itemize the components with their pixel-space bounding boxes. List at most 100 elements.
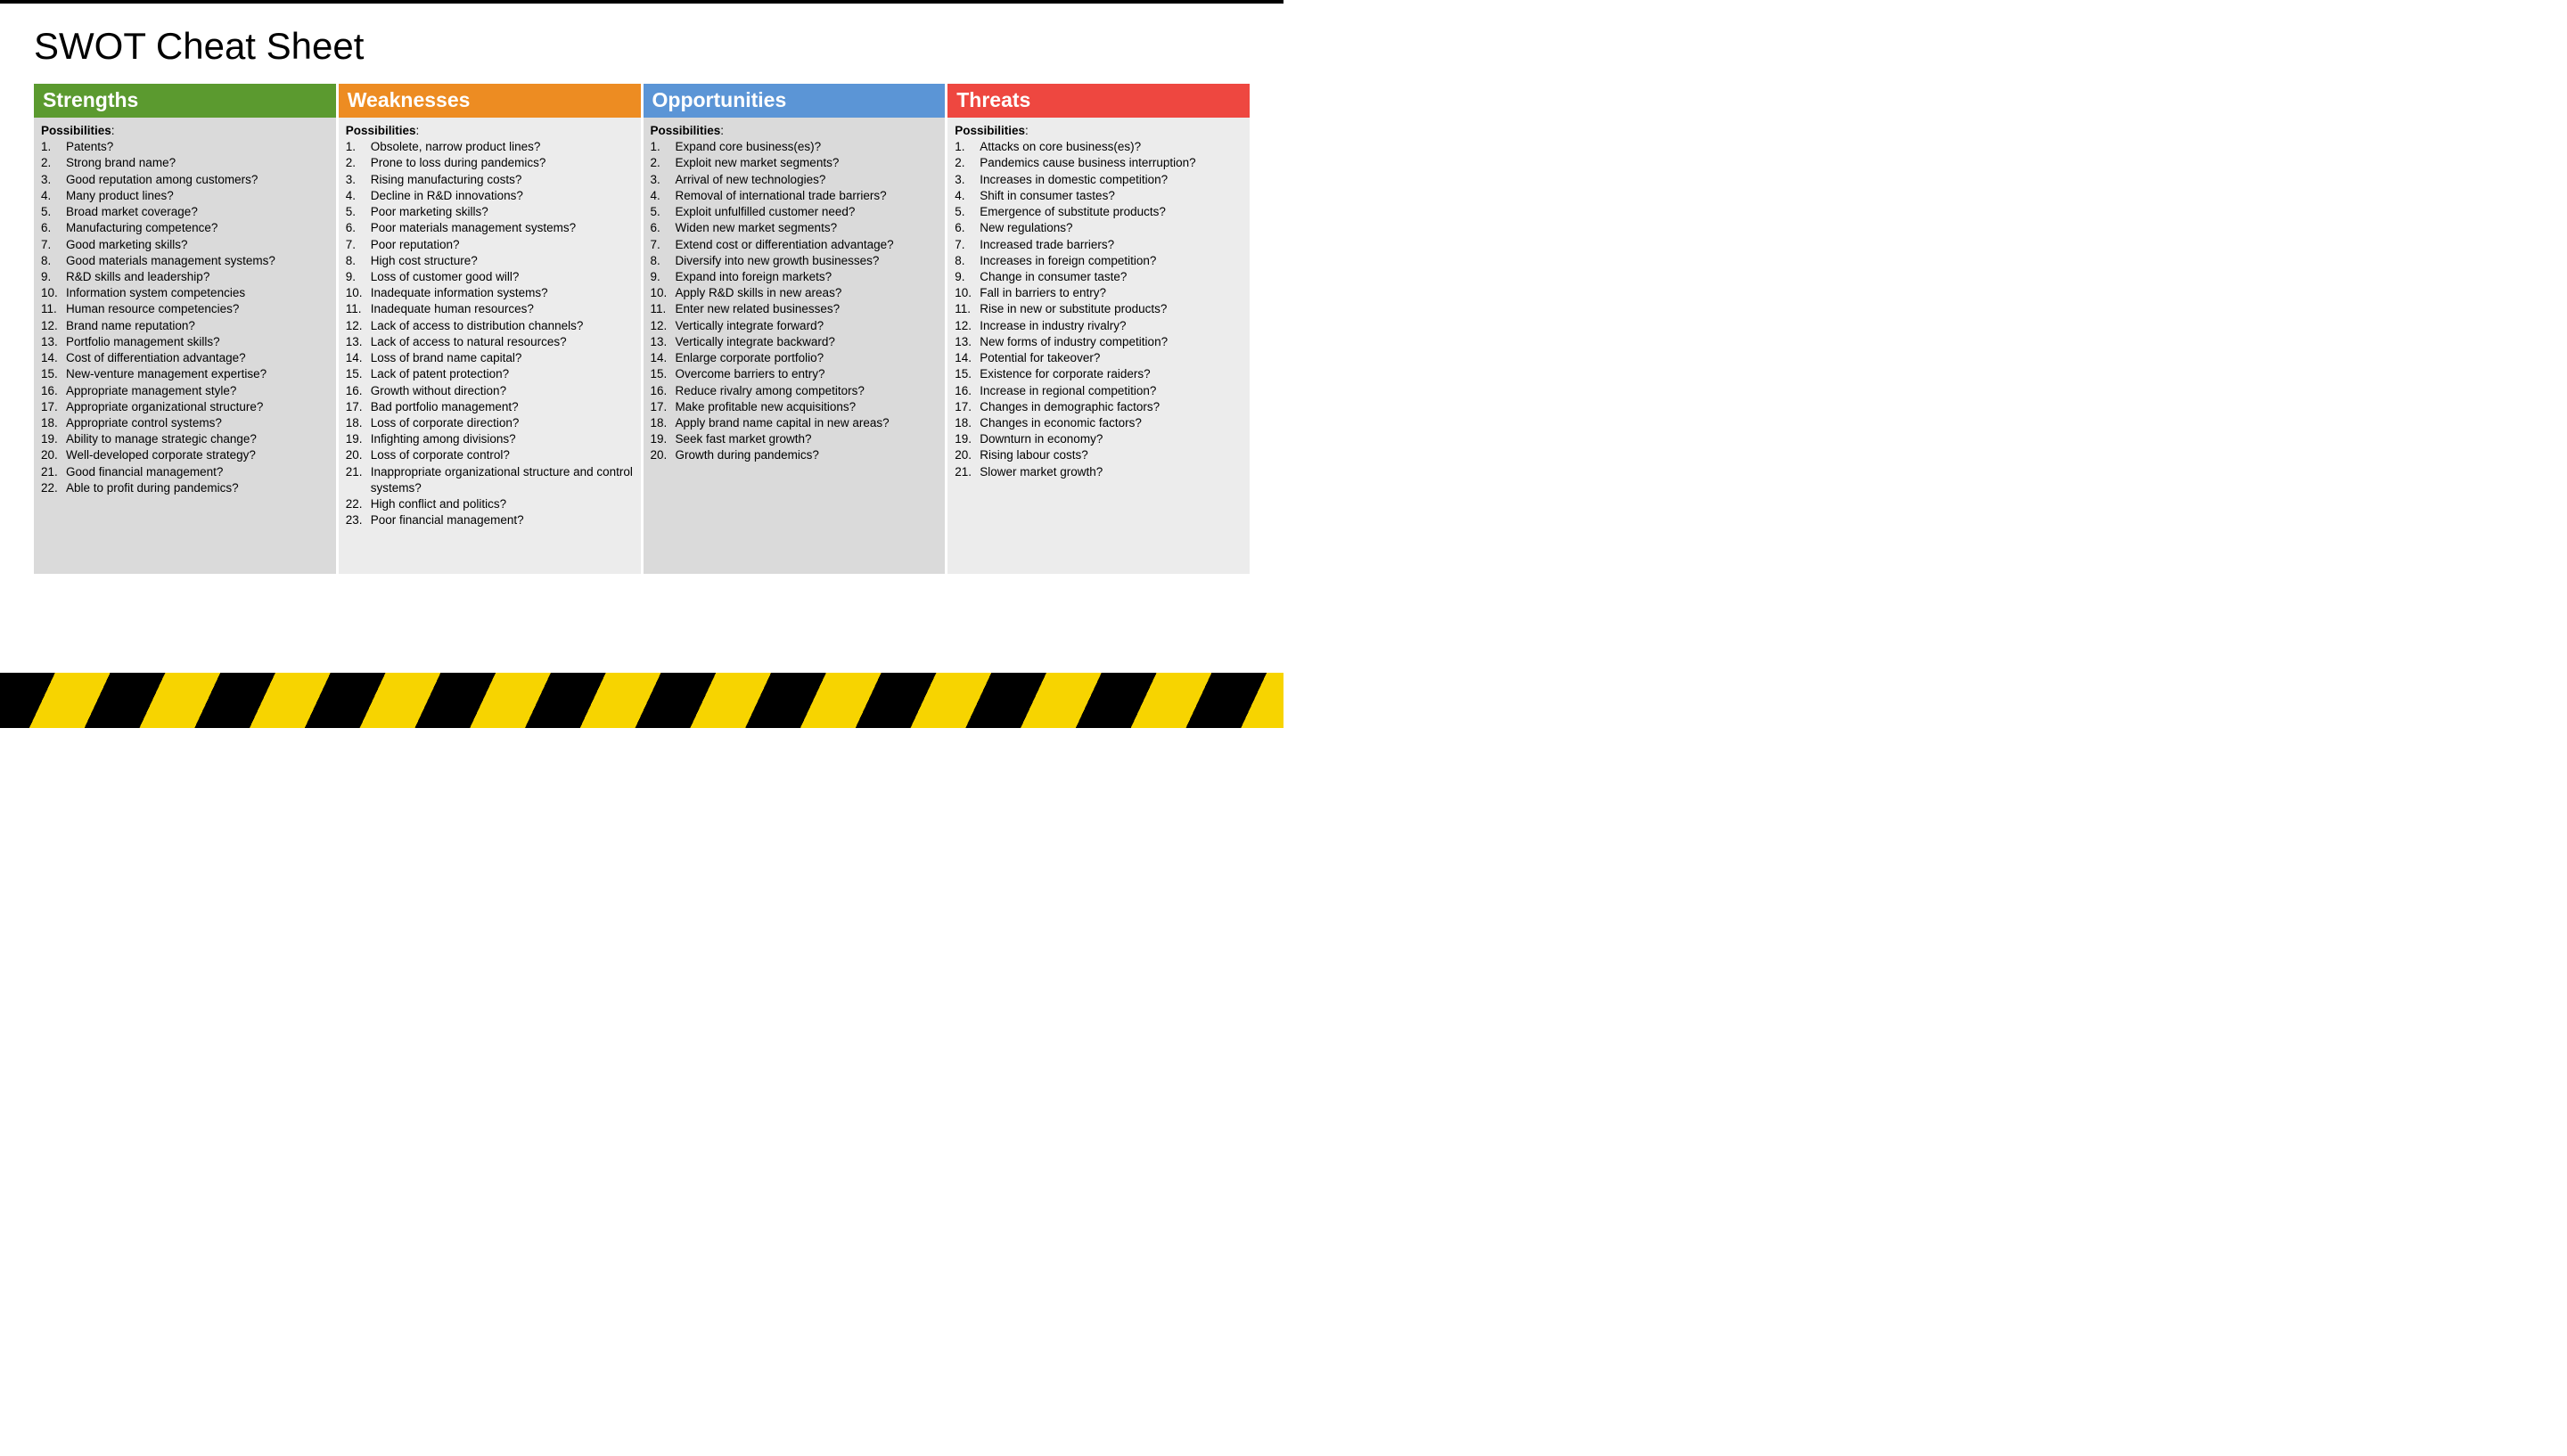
list-item: Existence for corporate raiders? — [955, 366, 1242, 382]
list-item: Obsolete, narrow product lines? — [346, 139, 634, 155]
list-item: Increase in regional competition? — [955, 383, 1242, 399]
possibilities-label: Possibilities — [955, 124, 1025, 137]
colon: : — [720, 124, 724, 137]
list-item: Exploit new market segments? — [651, 155, 939, 171]
list-item: Lack of access to natural resources? — [346, 334, 634, 350]
list-item: Vertically integrate forward? — [651, 318, 939, 334]
list-item: Increases in domestic competition? — [955, 172, 1242, 188]
list-item: Loss of corporate direction? — [346, 415, 634, 431]
list-item: Expand core business(es)? — [651, 139, 939, 155]
list-item: Slower market growth? — [955, 464, 1242, 480]
possibilities-label: Possibilities — [651, 124, 721, 137]
list-item: Poor marketing skills? — [346, 204, 634, 220]
list-item: Inadequate information systems? — [346, 285, 634, 301]
list-item: R&D skills and leadership? — [41, 269, 329, 285]
list-item: Poor financial management? — [346, 512, 634, 528]
list-item: Arrival of new technologies? — [651, 172, 939, 188]
list-item: Growth during pandemics? — [651, 447, 939, 463]
column-body-strengths: Possibilities: Patents?Strong brand name?… — [34, 118, 336, 574]
column-header-strengths: Strengths — [34, 84, 336, 118]
list-item: Lack of patent protection? — [346, 366, 634, 382]
list-item: Able to profit during pandemics? — [41, 480, 329, 496]
list-item: Potential for takeover? — [955, 350, 1242, 366]
possibilities-list-weaknesses: Obsolete, narrow product lines?Prone to … — [346, 139, 634, 528]
list-item: Rising manufacturing costs? — [346, 172, 634, 188]
list-item: Good reputation among customers? — [41, 172, 329, 188]
colon: : — [111, 124, 115, 137]
list-item: Enter new related businesses? — [651, 301, 939, 317]
swot-column-threats: Threats Possibilities: Attacks on core bus… — [947, 84, 1250, 574]
list-item: Extend cost or differentiation advantage… — [651, 237, 939, 253]
list-item: Apply R&D skills in new areas? — [651, 285, 939, 301]
column-body-opportunities: Possibilities:Expand core business(es)?E… — [644, 118, 946, 574]
column-header-opportunities: Opportunities — [644, 84, 946, 118]
possibilities-list-strengths: Patents?Strong brand name?Good reputatio… — [41, 139, 329, 496]
list-item: Inadequate human resources? — [346, 301, 634, 317]
list-item: Lack of access to distribution channels? — [346, 318, 634, 334]
column-header-threats: Threats — [947, 84, 1250, 118]
swot-column-opportunities: Opportunities Possibilities: Expand core b… — [644, 84, 946, 574]
column-header-weaknesses: Weaknesses — [339, 84, 641, 118]
possibilities-list-threats: Attacks on core business(es)?Pandemics c… — [955, 139, 1242, 480]
colon: : — [1025, 124, 1029, 137]
list-item: Prone to loss during pandemics? — [346, 155, 634, 171]
swot-grid: Strengths Possibilities: Patents?Strong br… — [34, 84, 1250, 574]
list-item: Good financial management? — [41, 464, 329, 480]
list-item: Rising labour costs? — [955, 447, 1242, 463]
column-body-threats: Possibilities: Attacks on core business(e… — [947, 118, 1250, 574]
list-item: Loss of customer good will? — [346, 269, 634, 285]
list-item: Cost of differentiation advantage? — [41, 350, 329, 366]
list-item: Infighting among divisions? — [346, 431, 634, 447]
list-item: Well-developed corporate strategy? — [41, 447, 329, 463]
list-item: Diversify into new growth businesses? — [651, 253, 939, 269]
list-item: Decline in R&D innovations? — [346, 188, 634, 204]
list-item: Make profitable new acquisitions? — [651, 399, 939, 415]
list-item: High conflict and politics? — [346, 496, 634, 512]
list-item: Rise in new or substitute products? — [955, 301, 1242, 317]
list-item: Increase in industry rivalry? — [955, 318, 1242, 334]
possibilities-list-opportunities: Expand core business(es)?Exploit new mar… — [651, 139, 939, 463]
slide-content: SWOT Cheat Sheet StrengthsPossibilities:… — [0, 4, 1284, 574]
page-title: SWOT Cheat Sheet — [34, 25, 1250, 68]
list-item: Apply brand name capital in new areas? — [651, 415, 939, 431]
list-item: Poor reputation? — [346, 237, 634, 253]
list-item: Appropriate management style? — [41, 383, 329, 399]
list-item: Attacks on core business(es)? — [955, 139, 1242, 155]
list-item: Shift in consumer tastes? — [955, 188, 1242, 204]
list-item: New regulations? — [955, 220, 1242, 236]
colon: : — [416, 124, 420, 137]
list-item: Increased trade barriers? — [955, 237, 1242, 253]
column-body-weaknesses: Possibilities: Obsolete, narrow product l… — [339, 118, 641, 574]
list-item: Inappropriate organizational structure a… — [346, 464, 634, 496]
list-item: Enlarge corporate portfolio? — [651, 350, 939, 366]
hazard-stripe — [0, 673, 1284, 728]
list-item: Removal of international trade barriers? — [651, 188, 939, 204]
list-item: Change in consumer taste? — [955, 269, 1242, 285]
list-item: Emergence of substitute products? — [955, 204, 1242, 220]
list-item: Growth without direction? — [346, 383, 634, 399]
list-item: Exploit unfulfilled customer need? — [651, 204, 939, 220]
list-item: High cost structure? — [346, 253, 634, 269]
list-item: Bad portfolio management? — [346, 399, 634, 415]
list-item: Vertically integrate backward? — [651, 334, 939, 350]
swot-column-strengths: Strengths Possibilities: Patents?Strong br… — [34, 84, 336, 574]
list-item: Fall in barriers to entry? — [955, 285, 1242, 301]
list-item: Manufacturing competence? — [41, 220, 329, 236]
list-item: Reduce rivalry among competitors? — [651, 383, 939, 399]
list-item: Widen new market segments? — [651, 220, 939, 236]
list-item: Appropriate control systems? — [41, 415, 329, 431]
list-item: New-venture management expertise? — [41, 366, 329, 382]
list-item: Changes in demographic factors? — [955, 399, 1242, 415]
possibilities-label: Possibilities — [41, 124, 111, 137]
list-item: Broad market coverage? — [41, 204, 329, 220]
list-item: Overcome barriers to entry? — [651, 366, 939, 382]
list-item: Expand into foreign markets? — [651, 269, 939, 285]
list-item: Many product lines? — [41, 188, 329, 204]
list-item: New forms of industry competition? — [955, 334, 1242, 350]
list-item: Loss of brand name capital? — [346, 350, 634, 366]
list-item: Good marketing skills? — [41, 237, 329, 253]
possibilities-label: Possibilities — [346, 124, 416, 137]
list-item: Loss of corporate control? — [346, 447, 634, 463]
list-item: Poor materials management systems? — [346, 220, 634, 236]
swot-column-weaknesses: Weaknesses Possibilities: Obsolete, narrow… — [339, 84, 641, 574]
